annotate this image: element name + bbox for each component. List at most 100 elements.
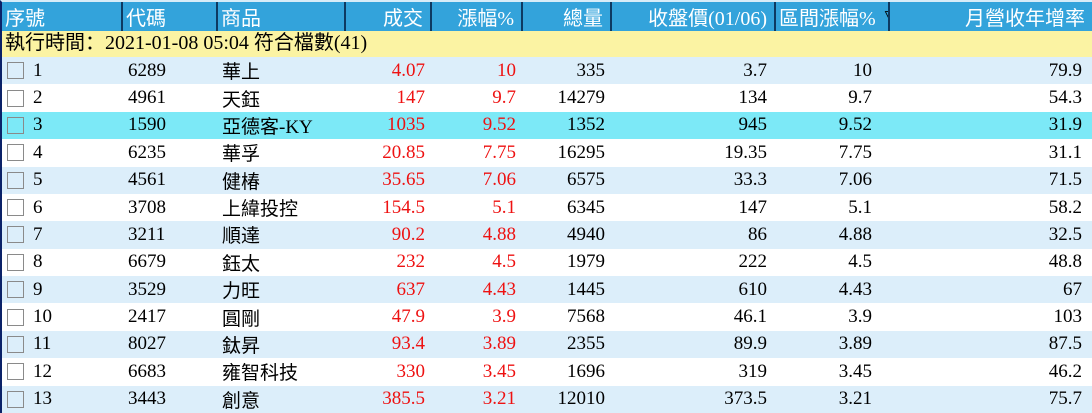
cell-range_change_pct: 3.45 [838, 360, 872, 382]
seq-cell: 4 [2, 139, 123, 166]
cell-volume: 14279 [557, 87, 606, 109]
cell-change_pct: 4.43 [482, 278, 516, 300]
column-header-label: 代碼 [126, 8, 166, 30]
cell-code: 3708 [128, 196, 166, 218]
column-header-name[interactable]: 商品 [218, 2, 346, 31]
row-seq: 1 [33, 59, 43, 81]
table-row[interactable]: 6 3708 上緯投控 154.5 5.1 6345 147 5.1 58.2 [2, 193, 1092, 222]
cell-close_price: 610 [738, 278, 768, 300]
row-checkbox[interactable] [7, 62, 24, 80]
cell-change_pct: 3.21 [482, 388, 516, 410]
table-row[interactable]: 5 4561 健椿 35.65 7.06 6575 33.3 7.06 71.5 [2, 166, 1092, 194]
cell-price: 90.2 [391, 223, 425, 245]
cell-code: 2417 [128, 306, 166, 328]
row-seq: 11 [33, 333, 52, 355]
cell-price: 147 [396, 87, 426, 109]
column-header-label: 收盤價(01/06) [648, 8, 767, 30]
cell-change_pct: 9.7 [492, 87, 516, 109]
row-seq: 3 [33, 114, 43, 136]
cell-price: 93.4 [391, 333, 425, 355]
cell-code: 6679 [128, 251, 166, 273]
seq-cell: 5 [2, 167, 123, 194]
cell-range_change_pct: 4.43 [838, 278, 872, 300]
row-checkbox[interactable] [7, 308, 24, 326]
seq-cell: 8 [2, 249, 123, 276]
table-row[interactable]: 8 6679 鈺太 232 4.5 1979 222 4.5 48.8 [2, 248, 1092, 276]
table-row[interactable]: 3 1590 亞德客-KY 1035 9.52 1352 945 9.52 31.9 [2, 111, 1092, 140]
cell-code: 6235 [128, 141, 166, 163]
table-row[interactable]: 13 3443 創意 385.5 3.21 12010 373.5 3.21 75.7 [2, 385, 1092, 413]
row-checkbox[interactable] [7, 89, 24, 107]
cell-revenue_yoy: 103 [1053, 306, 1083, 328]
table-row[interactable]: 12 6683 雍智科技 330 3.45 1696 319 3.45 46.2 [2, 358, 1092, 386]
cell-range_change_pct: 7.75 [838, 141, 872, 163]
column-header-seq[interactable]: 序號 [2, 2, 123, 31]
cell-price: 232 [396, 251, 426, 273]
column-header-code[interactable]: 代碼 [123, 2, 218, 31]
cell-code: 8027 [128, 333, 166, 355]
row-seq: 12 [33, 360, 52, 382]
cell-code: 3211 [128, 223, 166, 245]
row-seq: 13 [33, 388, 52, 410]
cell-change_pct: 4.88 [482, 223, 516, 245]
cell-range_change_pct: 9.7 [848, 87, 872, 109]
cell-price: 330 [396, 360, 426, 382]
row-checkbox[interactable] [7, 363, 24, 381]
row-seq: 10 [33, 306, 52, 328]
row-checkbox[interactable] [7, 253, 24, 271]
row-checkbox[interactable] [7, 116, 24, 134]
row-checkbox[interactable] [7, 390, 24, 408]
table-row[interactable]: 4 6235 華孚 20.85 7.75 16295 19.35 7.75 31.1 [2, 139, 1092, 167]
table-row[interactable]: 1 6289 華上 4.07 10 335 3.7 10 79.9 [2, 57, 1092, 85]
cell-revenue_yoy: 31.9 [1048, 114, 1082, 136]
cell-revenue_yoy: 87.5 [1048, 333, 1082, 355]
column-header-change_pct[interactable]: 漲幅% [432, 2, 523, 31]
column-header-price[interactable]: 成交 [346, 2, 432, 31]
column-header-close_price[interactable]: 收盤價(01/06) [612, 2, 776, 31]
row-checkbox[interactable] [7, 199, 24, 217]
cell-revenue_yoy: 75.7 [1048, 388, 1082, 410]
table-row[interactable]: 2 4961 天鈺 147 9.7 14279 134 9.7 54.3 [2, 84, 1092, 112]
cell-revenue_yoy: 48.8 [1048, 251, 1082, 273]
cell-price: 1035 [387, 114, 425, 136]
seq-cell: 11 [2, 331, 123, 358]
cell-volume: 2355 [567, 333, 605, 355]
cell-volume: 4940 [567, 223, 605, 245]
table-row[interactable]: 9 3529 力旺 637 4.43 1445 610 4.43 67 [2, 276, 1092, 304]
cell-close_price: 945 [738, 114, 768, 136]
cell-revenue_yoy: 58.2 [1048, 196, 1082, 218]
cell-change_pct: 3.89 [482, 333, 516, 355]
cell-volume: 16295 [557, 141, 606, 163]
cell-volume: 1445 [567, 278, 605, 300]
table-row[interactable]: 11 8027 鈦昇 93.4 3.89 2355 89.9 3.89 87.5 [2, 330, 1092, 359]
cell-volume: 335 [576, 59, 606, 81]
row-checkbox[interactable] [7, 335, 24, 353]
column-header-volume[interactable]: 總量 [523, 2, 612, 31]
row-checkbox[interactable] [7, 281, 24, 299]
sort-descending-icon[interactable]: ▽ [885, 8, 888, 25]
table-row[interactable]: 7 3211 順達 90.2 4.88 4940 86 4.88 32.5 [2, 221, 1092, 249]
cell-revenue_yoy: 32.5 [1048, 223, 1082, 245]
cell-change_pct: 7.75 [482, 141, 516, 163]
row-seq: 8 [33, 251, 43, 273]
cell-change_pct: 5.1 [492, 196, 516, 218]
cell-range_change_pct: 9.52 [838, 114, 872, 136]
table-row[interactable]: 10 2417 圓剛 47.9 3.9 7568 46.1 3.9 103 [2, 303, 1092, 331]
row-checkbox[interactable] [7, 226, 24, 244]
seq-cell: 7 [2, 221, 123, 248]
row-checkbox[interactable] [7, 171, 24, 189]
cell-volume: 1696 [567, 360, 605, 382]
cell-code: 1590 [128, 114, 166, 136]
cell-revenue_yoy: 31.1 [1048, 141, 1082, 163]
column-header-range_change_pct[interactable]: 區間漲幅% ▽ [776, 2, 890, 31]
cell-price: 20.85 [382, 141, 425, 163]
cell-price: 154.5 [382, 196, 425, 218]
row-checkbox[interactable] [7, 144, 24, 162]
cell-change_pct: 3.9 [492, 306, 516, 328]
cell-name: 力旺 [222, 281, 261, 303]
column-header-revenue_yoy[interactable]: 月營收年增率 [890, 2, 1092, 31]
cell-volume: 6575 [567, 169, 605, 191]
cell-code: 6683 [128, 360, 166, 382]
seq-cell: 13 [2, 386, 123, 413]
